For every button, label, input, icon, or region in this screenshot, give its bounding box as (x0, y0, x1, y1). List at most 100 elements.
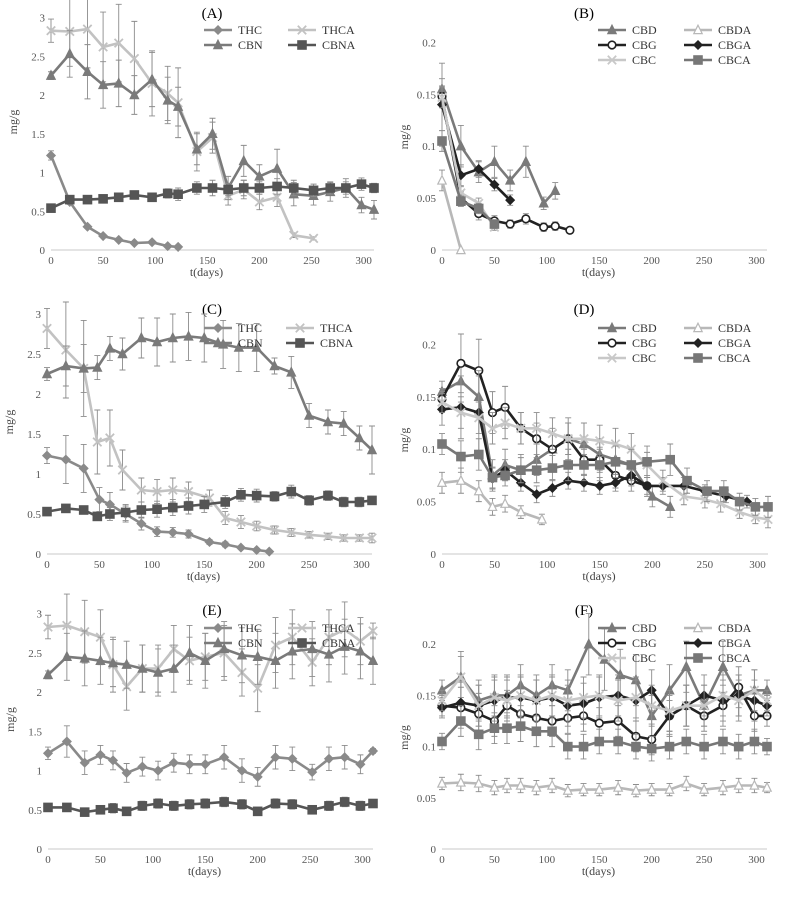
data-point (594, 690, 605, 701)
data-point (339, 640, 350, 651)
data-point (763, 502, 773, 512)
legend-swatch-marker (692, 637, 704, 649)
y-axis-label: mg/g (3, 707, 17, 732)
x-tick-label: 100 (539, 255, 556, 267)
legend-swatch-marker (212, 24, 224, 36)
data-point (698, 783, 710, 794)
data-point (594, 480, 605, 491)
x-tick-label: 200 (251, 255, 268, 267)
y-tick-label: 0.15 (417, 392, 437, 404)
data-point (307, 642, 318, 654)
data-point (113, 77, 124, 88)
data-point (270, 654, 281, 665)
series-line (440, 180, 463, 251)
data-point (78, 463, 89, 474)
data-point (308, 233, 319, 244)
data-point (82, 65, 93, 76)
data-point (108, 803, 118, 814)
data-point (699, 741, 709, 752)
chart-panel-a: (A) 0 0.5 1 1.5 2 2.5 3 0 50 100 150 200 250 300 t(days… (6, 0, 380, 279)
data-point (339, 797, 350, 807)
legend-label: CBDA (718, 321, 752, 335)
data-point (367, 495, 377, 506)
data-point (562, 695, 573, 706)
legend-label: CBNA (322, 636, 356, 650)
legend-label: CBNA (320, 336, 354, 350)
legend-item-cbg: CBG (598, 636, 657, 650)
data-point (45, 69, 57, 80)
data-point (173, 189, 183, 199)
data-point (251, 521, 262, 531)
data-point (594, 718, 604, 728)
data-point (546, 779, 558, 790)
legend-swatch-marker (607, 338, 617, 348)
legend-swatch-marker (607, 653, 617, 663)
data-point (236, 765, 248, 776)
data-point (354, 497, 365, 507)
x-tick-label: 100 (144, 559, 161, 571)
data-point (184, 759, 195, 770)
data-point (547, 726, 557, 737)
x-tick-label: 100 (539, 854, 556, 866)
data-point (500, 418, 510, 428)
series-cbna (42, 484, 377, 522)
data-point (642, 480, 653, 491)
data-point (487, 423, 498, 434)
panel-label: (D) (574, 302, 595, 318)
legend-item-cbca: CBCA (684, 53, 751, 67)
data-point (42, 668, 54, 680)
data-point (183, 501, 194, 511)
y-tick-label: 0.15 (417, 690, 437, 702)
legend-swatch-marker (212, 322, 224, 334)
legend-label: CBD (632, 23, 657, 37)
series-cbda (436, 773, 773, 798)
legend: CBD CBDA CBG CBGA CBC CBCA (598, 621, 752, 665)
legend: THC THCA CBN CBNA (204, 621, 356, 650)
data-point (356, 198, 367, 210)
x-tick-label: 300 (354, 854, 371, 866)
y-tick-label: 1.5 (31, 129, 45, 141)
y-tick-label: 1.5 (27, 429, 41, 441)
data-point (172, 100, 184, 111)
series-cbca (437, 705, 772, 762)
data-point (113, 192, 124, 203)
legend-item-cbca: CBCA (684, 651, 751, 665)
data-point (184, 799, 195, 810)
data-point (539, 222, 549, 232)
data-point (324, 801, 334, 811)
data-point (92, 361, 103, 372)
legend-swatch-marker (607, 353, 617, 363)
data-point (121, 806, 132, 817)
data-point (105, 509, 115, 519)
x-tick-label: 200 (643, 255, 660, 267)
y-tick-label: 0.5 (27, 509, 41, 521)
data-point (308, 185, 319, 196)
data-point (499, 497, 511, 508)
legend-item-thca: THCA (288, 23, 355, 37)
data-point (369, 183, 379, 193)
data-point (594, 460, 605, 470)
series-cbna (43, 796, 378, 817)
series-cbda (436, 169, 467, 255)
legend-label: CBD (632, 321, 657, 335)
data-point (505, 219, 515, 229)
data-point (341, 183, 351, 193)
data-point (538, 197, 549, 208)
legend-swatch-marker (693, 653, 703, 663)
y-tick-label: 0.1 (422, 444, 436, 456)
data-point (536, 513, 548, 524)
legend-label: CBNA (322, 38, 356, 52)
y-tick-label: 0 (431, 549, 437, 561)
data-point (521, 214, 531, 224)
data-point (60, 359, 72, 371)
y-axis-label: mg/g (397, 428, 411, 453)
x-tick-label: 0 (439, 559, 445, 571)
legend-swatch-marker (212, 622, 224, 634)
data-point (271, 162, 283, 173)
data-point (42, 323, 52, 334)
legend-label: CBN (238, 38, 263, 52)
data-point (325, 183, 336, 193)
y-tick-label: 0 (40, 245, 46, 257)
data-point (286, 366, 297, 377)
